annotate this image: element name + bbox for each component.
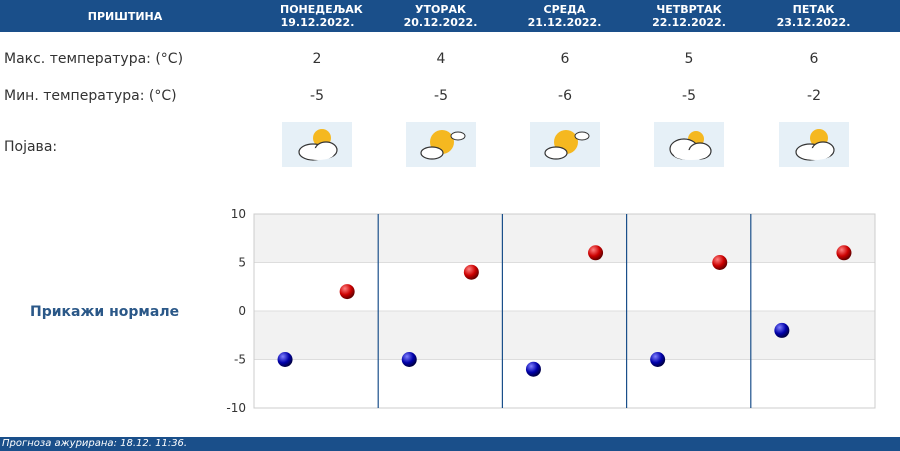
forecast-header: ПРИШТИНА ПОНЕДЕЉАК 19.12.2022. УТОРАК 20.1…: [0, 0, 900, 32]
min-temp-point: [774, 322, 790, 338]
max-temp-value: 4: [436, 51, 446, 67]
y-tick-label: 10: [231, 207, 246, 221]
day-header: ЧЕТВРТАК 22.12.2022.: [652, 3, 726, 29]
mostly-sunny-icon: [406, 122, 476, 167]
day-header: ПЕТАК 23.12.2022.: [776, 3, 851, 29]
y-tick-label: -5: [234, 353, 246, 367]
partly-cloudy-icon: [282, 122, 352, 167]
min-temp-point: [525, 361, 541, 377]
plot-border: [253, 213, 876, 409]
update-timestamp: Прогноза ажурирана: 18.12. 11:36.: [2, 438, 188, 449]
y-tick-label: 0: [238, 304, 246, 318]
day-header: УТОРАК 20.12.2022.: [403, 3, 478, 29]
temperature-chart: 10 5 0 -5 -10: [226, 207, 876, 415]
max-temp-value: 6: [560, 51, 570, 67]
day-header: СРЕДА 21.12.2022.: [527, 3, 602, 29]
max-temp-point: [712, 255, 728, 270]
y-tick-label: 5: [238, 256, 246, 270]
max-temp-point: [588, 245, 604, 261]
cloudy-sun-icon: [654, 122, 724, 167]
show-normals-button[interactable]: Прикажи нормале: [30, 304, 180, 320]
mostly-sunny-icon: [530, 122, 600, 167]
update-footer: Прогноза ажурирана: 18.12. 11:36.: [0, 437, 900, 451]
min-temp-point: [277, 352, 293, 367]
max-temp-point: [836, 245, 852, 261]
max-temp-label: Макс. температура: (°C): [4, 51, 184, 67]
min-temp-value: -5: [310, 88, 324, 104]
partly-cloudy-icon: [779, 122, 849, 167]
max-temp-point: [339, 284, 355, 300]
min-temp-value: -6: [558, 88, 572, 104]
city-name: ПРИШТИНА: [87, 9, 163, 23]
day-header: ПОНЕДЕЉАК 19.12.2022.: [280, 3, 363, 29]
phenomenon-label: Појава:: [4, 139, 58, 155]
min-temp-point: [401, 352, 417, 367]
plot-band: [254, 311, 875, 360]
min-temp-point: [650, 352, 666, 367]
y-tick-label: -10: [226, 401, 246, 415]
plot-band: [254, 214, 875, 263]
min-temp-value: -5: [434, 88, 448, 104]
max-temp-value: 6: [809, 51, 819, 67]
min-temp-value: -5: [682, 88, 696, 104]
max-temp-point: [463, 264, 479, 280]
min-temp-label: Мин. температура: (°C): [4, 88, 177, 104]
min-temp-value: -2: [807, 88, 821, 104]
max-temp-value: 5: [684, 51, 694, 67]
max-temp-value: 2: [312, 51, 322, 67]
